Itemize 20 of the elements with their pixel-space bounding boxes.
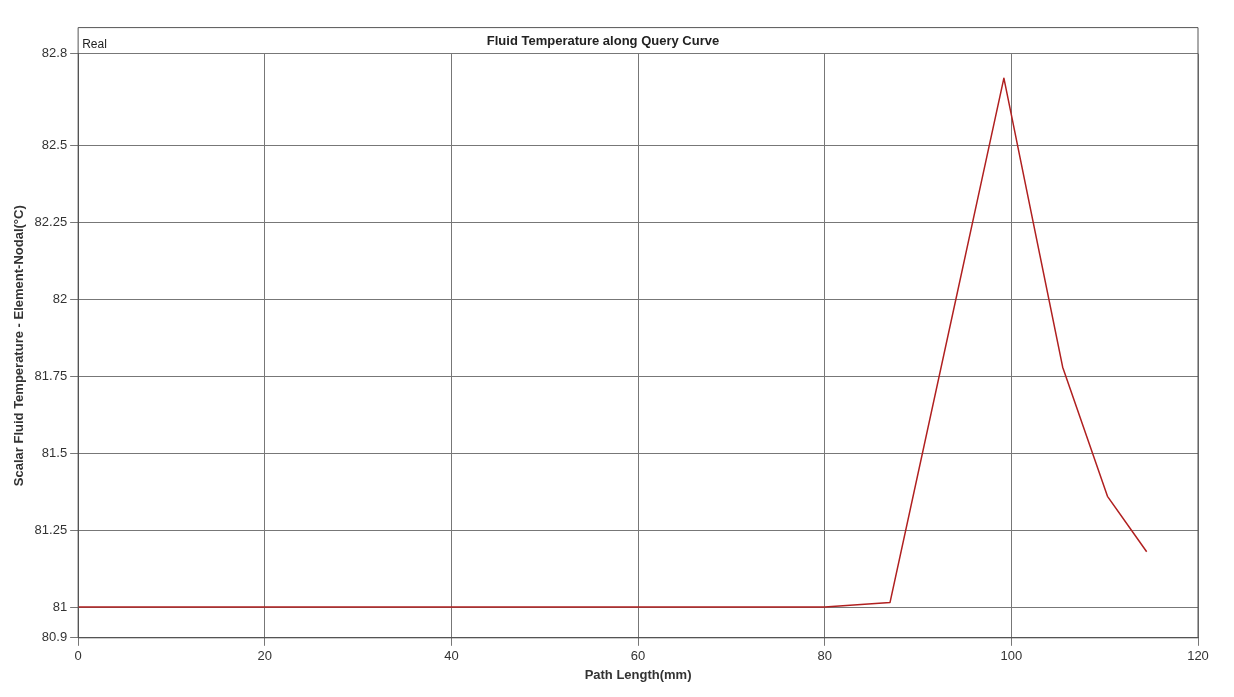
x-axis-title: Path Length(mm) bbox=[584, 666, 692, 682]
y-tick-label: 81 bbox=[52, 598, 68, 614]
y-tick-label: 82.25 bbox=[34, 214, 68, 230]
x-tick-label: 80 bbox=[817, 648, 832, 664]
x-tick-label: 100 bbox=[1000, 648, 1023, 664]
x-tick-label: 20 bbox=[257, 648, 273, 664]
y-tick-label: 82.8 bbox=[41, 45, 68, 61]
y-tick-label: 80.9 bbox=[41, 629, 68, 645]
chart-title: Fluid Temperature along Query Curve bbox=[486, 33, 720, 49]
y-tick-label: 82.5 bbox=[41, 137, 68, 153]
x-tick-label: 40 bbox=[444, 648, 459, 664]
y-tick-label: 81.75 bbox=[34, 368, 68, 384]
y-tick-label: 81.5 bbox=[41, 444, 68, 460]
x-tick-label: 60 bbox=[630, 648, 646, 664]
text: Real bbox=[82, 36, 107, 51]
y-tick-label: 81.25 bbox=[34, 521, 68, 537]
x-tick-label: 0 bbox=[74, 648, 82, 664]
x-tick-label: 120 bbox=[1187, 648, 1209, 664]
y-axis-title: Scalar Fluid Temperature - Element-Nodal(°C) bbox=[11, 205, 27, 487]
y-tick-label: 82 bbox=[52, 291, 68, 307]
